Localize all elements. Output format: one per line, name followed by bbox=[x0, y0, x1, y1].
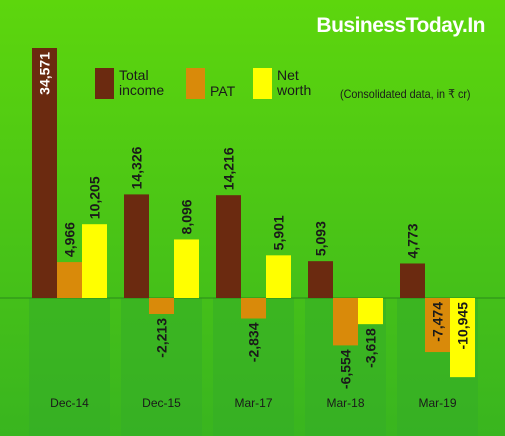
value-label-net-worth: 10,205 bbox=[87, 176, 103, 219]
category-label: Mar-19 bbox=[418, 396, 456, 410]
value-label-pat: -6,554 bbox=[338, 349, 354, 389]
bar-net-worth bbox=[358, 298, 383, 325]
legend-net-worth: Net worth bbox=[253, 68, 325, 99]
bar-pat bbox=[425, 298, 450, 353]
category-label: Mar-17 bbox=[234, 396, 272, 410]
category-label: Dec-15 bbox=[142, 396, 181, 410]
legend-label-pat: PAT bbox=[210, 83, 236, 99]
value-label-net-worth: -10,945 bbox=[455, 302, 471, 350]
value-label-total-income: 14,326 bbox=[129, 146, 145, 189]
legend-swatch-net-worth bbox=[253, 68, 272, 99]
legend-pat: PAT bbox=[186, 68, 235, 99]
value-label-total-income: 14,216 bbox=[221, 147, 237, 190]
category-panel bbox=[121, 298, 202, 436]
bar-pat bbox=[149, 298, 174, 315]
value-label-net-worth: 8,096 bbox=[179, 199, 195, 234]
bar-net-worth bbox=[450, 298, 475, 378]
legend-label-net-worth: Net worth bbox=[277, 67, 312, 98]
bar-net-worth bbox=[82, 224, 107, 298]
value-label-net-worth: -3,618 bbox=[363, 328, 379, 368]
category-panel bbox=[29, 298, 110, 436]
bar-total-income bbox=[124, 194, 149, 298]
category-panel bbox=[213, 298, 294, 436]
bar-total-income bbox=[32, 48, 57, 298]
legend-total-income: Total income bbox=[95, 68, 179, 99]
value-label-pat: -2,213 bbox=[154, 318, 170, 358]
value-label-pat: -7,474 bbox=[430, 302, 446, 342]
legend-swatch-pat bbox=[186, 68, 205, 99]
bar-pat bbox=[57, 262, 82, 298]
brand-logo: BusinessToday.In bbox=[316, 14, 485, 37]
value-label-total-income: 34,571 bbox=[37, 52, 53, 95]
bar-pat bbox=[333, 298, 358, 346]
value-label-total-income: 5,093 bbox=[313, 221, 329, 256]
bar-pat bbox=[241, 298, 266, 319]
legend-label-total-income: Total income bbox=[119, 67, 165, 98]
units-note: (Consolidated data, in ₹ cr) bbox=[340, 87, 471, 101]
bar-total-income bbox=[308, 261, 333, 298]
bar-net-worth bbox=[174, 239, 199, 298]
value-label-total-income: 4,773 bbox=[405, 223, 421, 258]
value-label-pat: -2,834 bbox=[246, 322, 262, 362]
value-label-net-worth: 5,901 bbox=[271, 215, 287, 250]
bar-total-income bbox=[400, 263, 425, 298]
category-label: Mar-18 bbox=[326, 396, 364, 410]
bar-total-income bbox=[216, 195, 241, 298]
value-label-pat: 4,966 bbox=[62, 222, 78, 257]
bar-net-worth bbox=[266, 255, 291, 298]
legend-swatch-total-income bbox=[95, 68, 114, 99]
category-label: Dec-14 bbox=[50, 396, 89, 410]
